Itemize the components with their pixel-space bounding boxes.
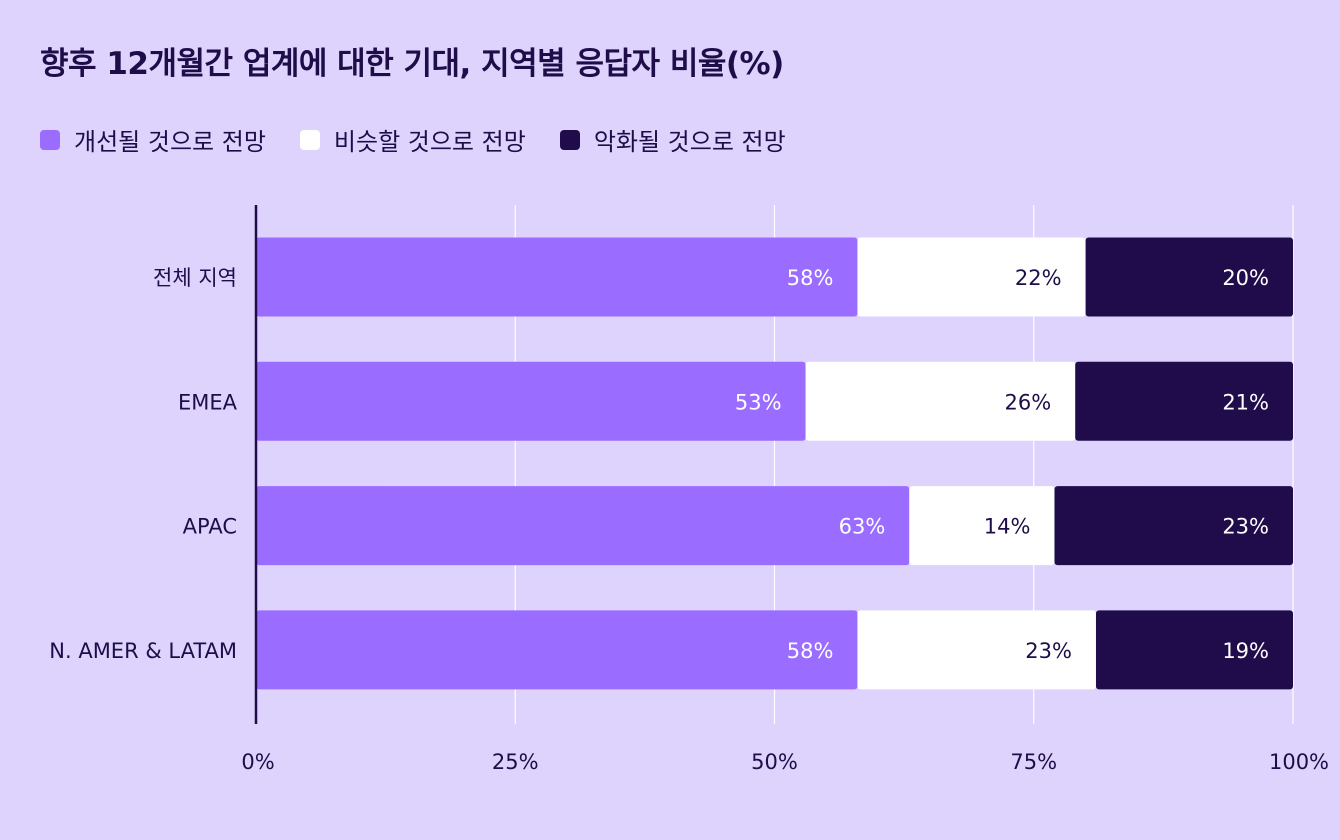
data-label-improve-3: 58% [787,639,834,663]
legend-label-similar: 비슷할 것으로 전망 [333,128,526,156]
legend-swatch-similar [299,129,320,150]
legend-label-improve: 개선될 것으로 전망 [74,128,266,156]
bar-improve-3 [256,610,858,690]
data-label-worse-0: 20% [1222,266,1269,290]
data-label-similar-3: 23% [1025,639,1072,663]
category-label-2: APAC [183,515,237,539]
legend-item-similar: 비슷할 것으로 전망 [299,122,526,157]
bar-worse-1 [1075,361,1293,441]
category-label-1: EMEA [178,390,238,414]
legend-swatch-worse [559,129,580,150]
data-label-worse-2: 23% [1222,515,1269,539]
category-label-0: 전체 지역 [153,266,237,290]
x-tick-label-50: 50% [751,750,798,774]
bar-improve-1 [256,361,806,441]
data-label-similar-0: 22% [1015,266,1062,290]
legend-item-worse: 악화될 것으로 전망 [559,122,786,157]
x-tick-label-0: 0% [241,750,274,774]
bar-similar-1 [805,361,1076,441]
data-label-improve-0: 58% [787,266,834,290]
bar-worse-0 [1085,237,1293,317]
legend-label-worse: 악화될 것으로 전망 [593,128,786,156]
data-label-worse-1: 21% [1222,390,1269,414]
chart-title: 향후 12개월간 업계에 대한 기대, 지역별 응답자 비율(%) [40,46,784,82]
legend-swatch-improve [40,129,60,150]
legend: 개선될 것으로 전망 비슷할 것으로 전망 악화될 것으로 전망 [40,122,786,157]
data-label-similar-1: 26% [1005,390,1052,414]
x-tick-label-25: 25% [492,750,539,774]
data-label-improve-1: 53% [735,390,782,414]
data-label-improve-2: 63% [839,515,886,539]
x-tick-label-75: 75% [1010,750,1057,774]
x-tick-label-100: 100% [1269,750,1329,774]
bar-similar-3 [857,610,1096,690]
bar-similar-2 [909,486,1055,566]
legend-item-improve: 개선될 것으로 전망 [40,122,266,157]
category-label-3: N. AMER & LATAM [49,639,237,663]
bar-worse-2 [1054,486,1293,566]
bar-improve-0 [256,237,858,317]
bar-similar-0 [857,237,1086,317]
bar-improve-2 [256,486,910,566]
data-label-worse-3: 19% [1222,639,1269,663]
bar-worse-3 [1095,610,1293,690]
data-label-similar-2: 14% [984,515,1031,539]
